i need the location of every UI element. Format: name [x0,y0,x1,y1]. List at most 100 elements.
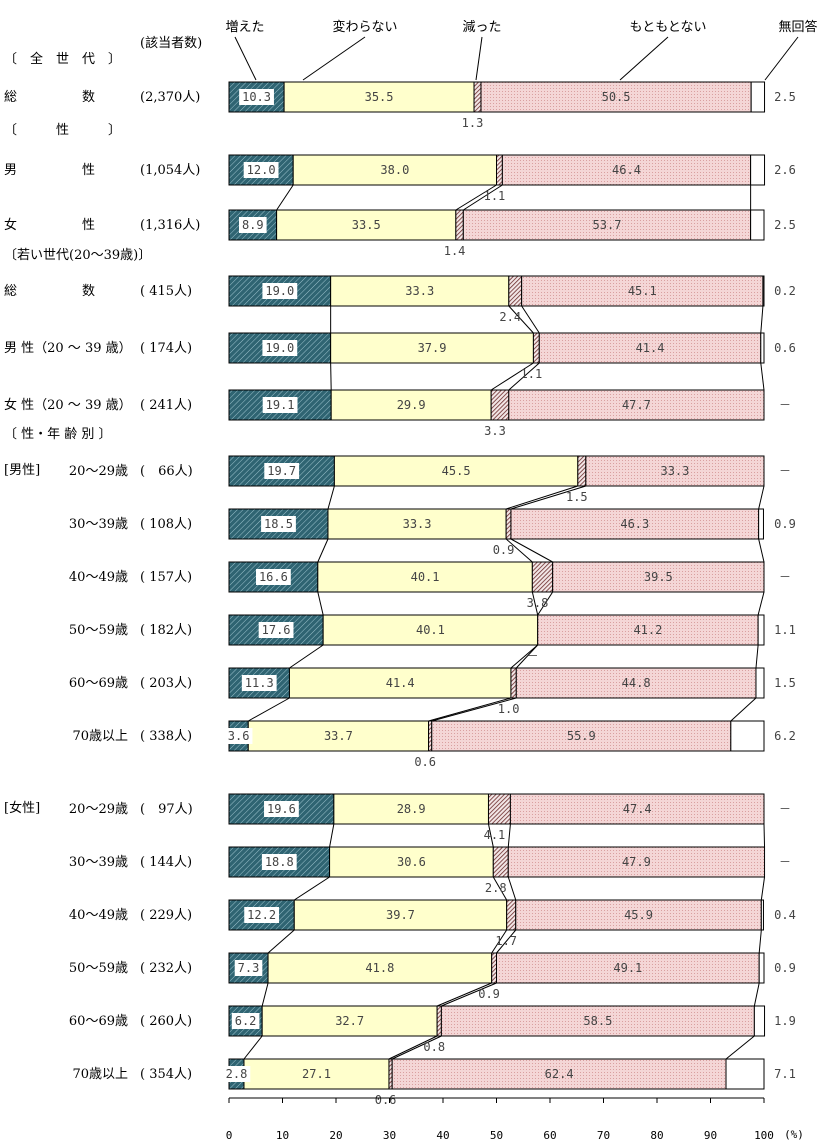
row-respondents: ( 229人) [140,908,192,923]
row-label: 女 性 [4,217,95,233]
bar-segment [276,209,457,241]
connector-line [496,929,517,954]
bar-segment [330,389,492,421]
bar-segment [391,1058,727,1090]
connector-line [537,591,554,616]
value-label-decreased: 1.4 [444,244,466,258]
row-respondents: (1,316人) [140,218,200,233]
value-label-bg [224,728,253,744]
connector-line [757,591,765,616]
value-label-bg [231,1013,260,1029]
connector-line [758,929,762,954]
bar-segment [755,667,765,699]
value-label: 45.5 [442,464,471,478]
bar-segment [730,720,765,752]
bar-segment [431,720,732,752]
value-label: 12.2 [247,908,276,922]
value-label: 3.6 [228,729,250,743]
connector-line [261,982,269,1007]
bars: 10.3 35.5 50.5 1.3 2.5 12.0 38.0 46.4 1.1 2.6 8.9 3… [222,81,796,1107]
value-label: 35.5 [365,90,394,104]
row-label: 70歳以上 [72,1067,128,1082]
value-label: 33.3 [403,517,432,531]
bar-segment [283,81,475,113]
row-respondents: ( 157人) [140,570,192,585]
connector-line [763,823,766,848]
value-label: 19.0 [265,284,294,298]
x-tick-label: 0 [226,1129,233,1142]
connector-line [515,644,539,669]
section-heading: 〔若い世代(20～39歳)〕 [4,247,151,263]
section-heading: [男性] [4,463,40,478]
row-label: 50～59歳 [69,623,128,638]
value-label-no-answer: 0.4 [774,908,796,922]
bar-segment [288,667,512,699]
value-label: 39.7 [386,908,415,922]
value-label-bg [244,907,280,923]
row-respondents: ( 232人) [140,961,192,976]
value-label-no-answer: － [779,398,791,412]
value-label: 41.2 [633,623,662,637]
value-label-no-answer: 1.9 [774,1014,796,1028]
connector-line [758,538,765,563]
connector-line [755,644,759,669]
value-label: 47.4 [623,802,652,816]
connector-line [487,823,494,848]
row-respondents: ( 97人) [140,802,193,817]
connector-line [510,485,586,510]
value-label: 19.1 [266,398,295,412]
row-respondents: ( 203人) [140,676,192,691]
value-label-no-answer: 2.5 [774,218,796,232]
connector-line [436,982,492,1007]
bar-segment [228,508,329,540]
connector-line [521,305,540,334]
connector-line [507,876,517,901]
section-heading: 〔 性 〕 [4,123,121,138]
bar-segment [496,952,760,984]
value-label: 46.3 [620,517,649,531]
value-label-bg [243,162,279,178]
legend-leader [764,36,799,81]
value-label: 33.3 [660,464,689,478]
value-label: 39.5 [644,570,673,584]
value-label-bg [264,463,300,479]
connector-line [508,362,540,391]
connector-line [330,362,332,391]
connector-line [243,1035,263,1060]
row-labels: 総 数 (2,370人) 男 性 (1,054人) 女 性 (1,316人) 総 数 ( 41… [4,90,200,1082]
value-label: 47.7 [622,398,651,412]
connector-line [760,305,764,334]
bar-segment [322,614,539,646]
value-label-bg [258,622,294,638]
value-label-bg [222,1066,251,1082]
bar-segment [333,455,579,487]
row-label: 総 数 [4,284,95,299]
connector-line [317,538,329,563]
value-label: 41.8 [365,961,394,975]
value-label: 45.9 [624,908,653,922]
x-tick-label: 60 [543,1129,556,1142]
x-tick-label: 90 [704,1129,717,1142]
row-respondents: ( 338人) [140,729,192,744]
bar-segment [758,952,765,984]
bar-segment [531,561,554,593]
value-label-no-answer: 6.2 [774,729,796,743]
section-heading: [女性] [4,800,40,816]
legend-leader [302,36,366,81]
connector-line [508,305,534,334]
value-label: 55.9 [567,729,596,743]
bar-segment [492,846,509,878]
bar-segment [577,455,587,487]
value-label: 49.1 [613,961,642,975]
connector-line [758,485,765,510]
value-label-decreased: 3.3 [484,424,506,438]
bar-segment [753,1005,766,1037]
value-label-bg [262,283,298,299]
value-label-decreased: 0.6 [414,755,436,769]
x-tick-label: 10 [276,1129,289,1142]
value-label: 46.4 [612,163,641,177]
value-label-bg [262,340,298,356]
bar-segment [757,614,765,646]
value-label-decreased: 1.3 [462,116,484,130]
value-label-no-answer: 1.5 [774,676,796,690]
